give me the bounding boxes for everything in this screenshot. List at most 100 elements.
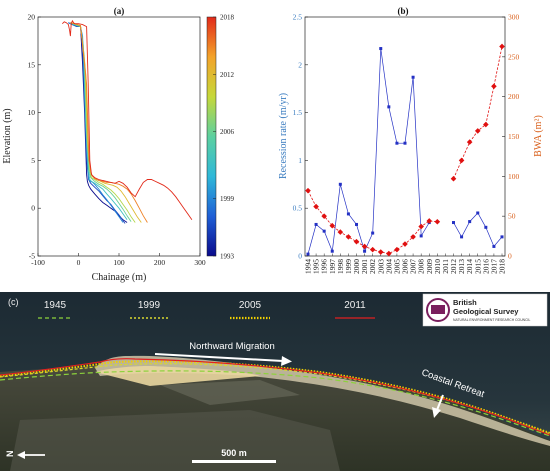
panel-b-ytick-label-left: 1.5 xyxy=(293,108,303,117)
panel-b-ytick-label-right: 250 xyxy=(508,52,520,61)
bwa-point xyxy=(313,203,319,210)
panel-a-profile-lines xyxy=(61,19,193,224)
profile-line-2015 xyxy=(70,22,148,223)
legend-year-2005: 2005 xyxy=(239,300,262,311)
panel-a-axes-frame xyxy=(37,16,201,257)
bwa-point xyxy=(418,223,424,230)
panel-a-ytick-label: 10 xyxy=(28,108,36,117)
panel-b-xtick-label: 2001 xyxy=(360,259,369,274)
scale-bar-label: 500 m xyxy=(221,448,247,458)
colorbar-tick-label: 2018 xyxy=(220,14,235,22)
panel-b-xtick-label: 2014 xyxy=(465,259,474,274)
panel-b-xtick-label: 2015 xyxy=(473,259,482,274)
photo-town xyxy=(10,410,340,471)
panel-b-xtick-label: 2000 xyxy=(352,259,361,274)
panel-a-xtick-label: 200 xyxy=(154,258,166,267)
bwa-point xyxy=(337,229,344,235)
recession-rate-point xyxy=(484,225,488,229)
bwa-point xyxy=(305,187,311,194)
recession-rate-point xyxy=(476,211,480,215)
panel-b-xtick-label: 2018 xyxy=(498,259,507,274)
profile-line-2003 xyxy=(70,22,128,220)
panel-b-ytick-label-left: 2 xyxy=(298,60,302,69)
bwa-point xyxy=(491,83,497,90)
panel-b-xtick-label: 2008 xyxy=(417,259,426,274)
panel-b-xtick-label: 2007 xyxy=(409,259,418,274)
legend-year-1999: 1999 xyxy=(138,300,161,311)
panel-b-xtick-label: 2003 xyxy=(376,259,385,274)
recession-rate-point xyxy=(346,212,350,216)
bwa-point xyxy=(386,250,392,257)
panel-a-ytick-label: 5 xyxy=(31,156,35,165)
bwa-point xyxy=(434,218,441,225)
panel-b-xtick-label: 1998 xyxy=(336,259,345,274)
bwa-point xyxy=(410,234,416,240)
bwa-point xyxy=(353,238,360,245)
recession-rate-point xyxy=(387,105,391,109)
recession-rate-point xyxy=(403,141,407,145)
recession-rate-point xyxy=(500,235,504,239)
panel-b-xtick-label: 2016 xyxy=(481,259,490,274)
panel-b-ytick-label-left: 2.5 xyxy=(293,13,303,22)
recession-rate-point xyxy=(306,252,310,256)
bgs-logo-line1: British xyxy=(453,298,477,307)
panel-a-label: (a) xyxy=(114,6,125,16)
panel-a-ytick-label: 20 xyxy=(28,13,36,22)
panel-b-xtick-label: 1996 xyxy=(320,259,329,274)
panel-a-ytick-label: -5 xyxy=(29,252,35,261)
panel-a-ylabel: Elevation (m) xyxy=(2,108,13,163)
bwa-point xyxy=(450,175,457,182)
panel-b-ylabel-left: Recession rate (m/yr) xyxy=(278,93,289,179)
panel-b-ytick-label-right: 150 xyxy=(508,132,520,141)
colorbar-tick-label: 1999 xyxy=(220,195,235,203)
panel-b-ytick-label-left: 0.5 xyxy=(293,204,303,213)
bgs-logo-line3: NATURAL ENVIRONMENT RESEARCH COUNCIL xyxy=(453,318,530,322)
recession-rate-line xyxy=(307,48,430,255)
recession-rate-point xyxy=(460,235,464,239)
panel-b-axes-frame xyxy=(304,16,506,257)
bwa-point xyxy=(402,241,408,247)
recession-rate-point xyxy=(355,222,358,226)
panel-a-xtick-label: 0 xyxy=(77,258,81,267)
panel-a-ytick-label: 0 xyxy=(31,204,35,213)
bwa-point xyxy=(345,234,352,240)
recession-rate-point xyxy=(395,141,399,145)
bwa-point xyxy=(466,139,473,145)
panel-b-xtick-label: 2005 xyxy=(392,259,401,274)
bwa-point xyxy=(426,218,433,224)
shoreline-2011 xyxy=(0,358,550,436)
panel-a-xtick-label: -100 xyxy=(31,258,45,267)
recession-rate-point xyxy=(330,249,334,253)
recession-rate-point xyxy=(452,221,455,225)
colorbar-tick-label: 2006 xyxy=(220,128,235,136)
recession-rate-point xyxy=(363,249,367,253)
recession-rate-point xyxy=(314,222,318,226)
panel-b-xtick-label: 1999 xyxy=(344,259,353,274)
legend-year-1945: 1945 xyxy=(44,300,67,311)
panel-b-xtick-label: 1997 xyxy=(328,259,337,274)
bwa-point xyxy=(483,121,489,128)
bgs-logo-line2: Geological Survey xyxy=(453,307,519,316)
recession-rate-point xyxy=(411,75,415,79)
panel-b-ytick-label-right: 100 xyxy=(508,172,520,181)
profile-line-2018 xyxy=(61,19,193,220)
bwa-point xyxy=(321,213,327,219)
panel-a-xtick-label: 300 xyxy=(194,258,206,267)
colorbar-tick-label: 1993 xyxy=(220,253,235,261)
bgs-logo: British Geological Survey NATURAL ENVIRO… xyxy=(422,293,548,327)
photo-beach xyxy=(95,355,550,446)
recession-rate-point xyxy=(338,182,342,186)
recession-rate-point xyxy=(468,220,472,224)
legend-year-2011: 2011 xyxy=(344,300,366,311)
recession-rate-point xyxy=(371,231,375,235)
panel-b-xtick-label: 2012 xyxy=(449,259,458,274)
panel-a-elevation-profiles: (a) -100 0 100 200 300 -5 0 5 10 15 20 Chainage (m… xyxy=(2,6,235,283)
panel-c-label: (c) xyxy=(8,297,19,307)
panel-b-xtick-label: 2011 xyxy=(441,259,450,274)
bgs-logo-emblem-core xyxy=(431,305,445,314)
migration-arrow-head xyxy=(281,356,292,366)
north-arrow-head xyxy=(17,451,25,459)
bwa-point xyxy=(394,246,400,253)
colorbar-tick-label: 2012 xyxy=(220,71,235,79)
